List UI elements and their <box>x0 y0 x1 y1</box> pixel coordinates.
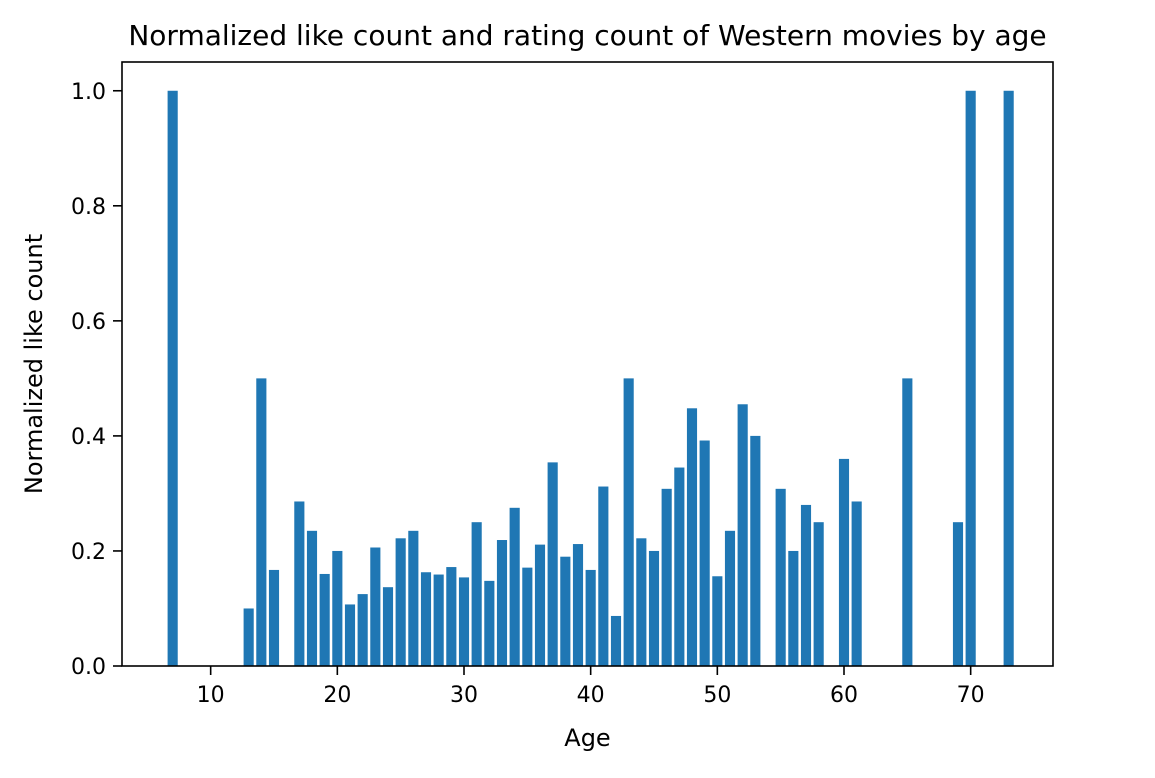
chart-title: Normalized like count and rating count o… <box>128 19 1046 52</box>
bar-age-33 <box>496 540 508 666</box>
bar-age-19 <box>319 573 330 666</box>
bar-age-24 <box>382 587 394 666</box>
bar-age-22 <box>357 594 368 666</box>
plot-frame <box>121 61 1054 667</box>
bar-age-25 <box>395 538 406 666</box>
bar-age-58 <box>813 522 824 666</box>
bar-age-65 <box>902 378 913 666</box>
bar-age-53 <box>750 435 761 666</box>
x-tick-label: 10 <box>197 683 225 708</box>
bar-age-34 <box>509 507 520 666</box>
bar-age-42 <box>610 615 622 666</box>
bar-age-56 <box>788 550 799 666</box>
bar-age-45 <box>648 550 660 666</box>
bar-age-52 <box>737 404 748 666</box>
bar-age-51 <box>724 530 736 666</box>
bar-age-35 <box>522 567 533 666</box>
bar-age-13 <box>243 608 254 666</box>
bar-age-70 <box>965 90 976 666</box>
x-tick-label: 70 <box>957 683 985 708</box>
x-axis-ticks: 10 20 30 40 50 60 70 <box>197 666 985 708</box>
bar-age-26 <box>408 530 419 666</box>
bar-age-37 <box>547 462 558 666</box>
bar-age-20 <box>332 550 343 666</box>
bar-age-40 <box>585 569 596 666</box>
x-tick-label: 20 <box>323 683 351 708</box>
bar-age-57 <box>800 504 812 666</box>
bar-age-41 <box>598 486 609 666</box>
bar-age-60 <box>838 458 850 666</box>
x-axis-label: Age <box>564 724 610 752</box>
bar-age-15 <box>268 569 280 666</box>
bar-age-55 <box>775 488 786 666</box>
bar-age-47 <box>674 467 685 666</box>
bar-age-48 <box>686 408 698 666</box>
bar-age-49 <box>699 440 710 666</box>
bar-age-36 <box>534 544 546 666</box>
y-tick-label: 0.6 <box>71 310 106 335</box>
y-tick-label: 0.0 <box>71 655 106 680</box>
x-tick-label: 40 <box>577 683 605 708</box>
bar-age-69 <box>952 522 964 666</box>
y-tick-label: 0.2 <box>71 540 106 565</box>
bar-age-7 <box>167 90 178 666</box>
bar-age-14 <box>256 378 267 666</box>
bar-age-21 <box>344 604 356 666</box>
y-tick-label: 1.0 <box>71 80 106 105</box>
bar-age-28 <box>433 574 444 666</box>
y-tick-label: 0.8 <box>71 195 106 220</box>
bars-group <box>167 90 1014 666</box>
y-axis-ticks: 0.0 0.2 0.4 0.6 0.8 1.0 <box>71 80 122 680</box>
bar-age-27 <box>420 572 432 666</box>
bar-age-29 <box>446 567 457 666</box>
bar-age-38 <box>560 556 571 666</box>
x-tick-label: 30 <box>450 683 478 708</box>
bar-age-46 <box>661 488 672 666</box>
y-axis-label: Normalized like count <box>20 234 48 494</box>
bar-age-44 <box>636 538 647 666</box>
bar-age-30 <box>458 577 470 666</box>
bar-age-73 <box>1003 90 1014 666</box>
y-tick-label: 0.4 <box>71 425 106 450</box>
bar-age-23 <box>370 547 381 666</box>
bar-age-31 <box>471 522 482 666</box>
bar-age-61 <box>851 501 862 666</box>
bar-age-17 <box>294 501 305 666</box>
bar-age-50 <box>712 576 723 666</box>
bar-age-43 <box>623 378 634 666</box>
bar-age-32 <box>484 580 495 666</box>
x-tick-label: 60 <box>830 683 858 708</box>
bar-age-18 <box>306 530 318 666</box>
x-tick-label: 50 <box>703 683 731 708</box>
bar-age-39 <box>572 544 584 666</box>
